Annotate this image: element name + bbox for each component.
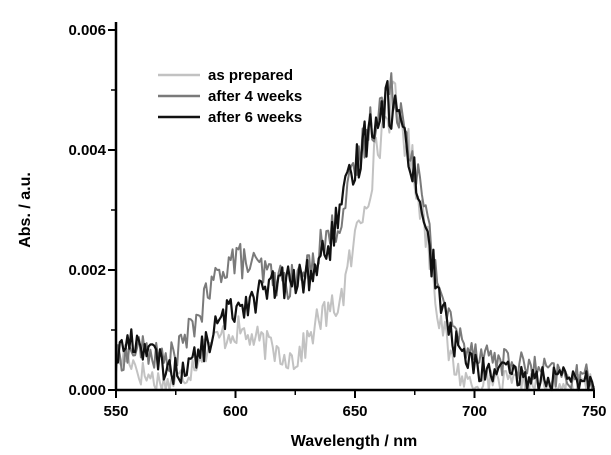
y-tick-label-3: 0.006: [68, 22, 106, 39]
series-line-3: [115, 80, 596, 392]
x-tick-label-650: 650: [342, 403, 367, 420]
legend-label-3: after 6 weeks: [208, 109, 302, 126]
x-tick-label-550: 550: [103, 403, 128, 420]
y-tick-label-1: 0.002: [68, 262, 106, 279]
x-tick-label-600: 600: [223, 403, 248, 420]
x-axis-title: Wavelength / nm: [291, 433, 418, 450]
y-tick-label-2: 0.004: [68, 142, 106, 159]
series-line-1: [115, 80, 595, 391]
legend-label-2: after 4 weeks: [208, 88, 302, 105]
y-tick-label-0: 0.000: [68, 382, 106, 399]
legend-label-1: as prepared: [208, 67, 293, 84]
y-axis-title: Abs. / a.u.: [17, 172, 34, 248]
ticks: 550 600 650 700 750 0.000 0.002 0.004 0.006: [68, 22, 606, 420]
x-tick-label-750: 750: [581, 403, 606, 420]
legend: as prepared after 4 weeks after 6 weeks: [158, 67, 302, 126]
plot-lines: [115, 72, 596, 392]
x-tick-label-700: 700: [462, 403, 487, 420]
